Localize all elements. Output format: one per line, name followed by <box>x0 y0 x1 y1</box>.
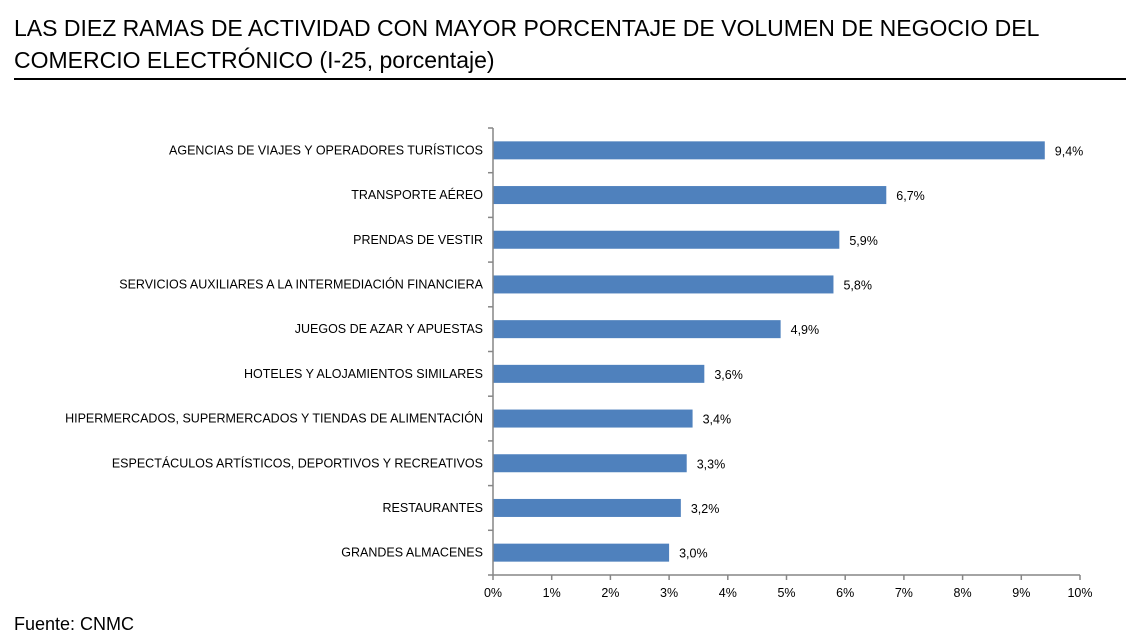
x-tick-label: 8% <box>954 586 972 600</box>
data-label: 3,2% <box>691 502 720 516</box>
data-label: 3,3% <box>697 457 726 471</box>
x-tick-label: 7% <box>895 586 913 600</box>
x-tick-label: 0% <box>484 586 502 600</box>
category-label: HOTELES Y ALOJAMIENTOS SIMILARES <box>244 367 483 381</box>
bar <box>493 275 834 294</box>
bar <box>493 498 681 517</box>
source-note: Fuente: CNMC <box>14 614 135 634</box>
x-tick-label: 6% <box>836 586 854 600</box>
bar <box>493 364 705 383</box>
bar <box>493 454 687 473</box>
category-label: ESPECTÁCULOS ARTÍSTICOS, DEPORTIVOS Y RE… <box>112 455 483 470</box>
bar <box>493 141 1045 160</box>
category-label: PRENDAS DE VESTIR <box>353 233 483 247</box>
category-label: GRANDES ALMACENES <box>341 546 483 560</box>
category-label: AGENCIAS DE VIAJES Y OPERADORES TURÍSTIC… <box>169 142 483 157</box>
x-tick-label: 3% <box>660 586 678 600</box>
category-label: RESTAURANTES <box>383 501 483 515</box>
data-label: 5,8% <box>843 278 872 292</box>
bar <box>493 186 887 205</box>
data-label: 3,0% <box>679 547 708 561</box>
data-label: 3,4% <box>703 413 732 427</box>
category-label: HIPERMERCADOS, SUPERMERCADOS Y TIENDAS D… <box>65 411 483 426</box>
x-tick-label: 9% <box>1012 586 1030 600</box>
chart-title: LAS DIEZ RAMAS DE ACTIVIDAD CON MAYOR PO… <box>14 12 1126 80</box>
category-label: SERVICIOS AUXILIARES A LA INTERMEDIACIÓN… <box>119 276 483 291</box>
bar <box>493 230 840 249</box>
bar <box>493 543 670 562</box>
category-label: JUEGOS DE AZAR Y APUESTAS <box>295 322 483 336</box>
data-label: 9,4% <box>1055 144 1084 158</box>
bar <box>493 409 693 428</box>
data-label: 5,9% <box>849 234 878 248</box>
x-tick-label: 5% <box>777 586 795 600</box>
x-tick-label: 1% <box>543 586 561 600</box>
bar <box>493 320 781 339</box>
x-tick-label: 4% <box>719 586 737 600</box>
x-tick-label: 10% <box>1067 586 1092 600</box>
data-label: 4,9% <box>791 323 820 337</box>
data-label: 6,7% <box>896 189 925 203</box>
x-tick-label: 2% <box>601 586 619 600</box>
category-label: TRANSPORTE AÉREO <box>351 187 483 202</box>
data-label: 3,6% <box>714 368 743 382</box>
